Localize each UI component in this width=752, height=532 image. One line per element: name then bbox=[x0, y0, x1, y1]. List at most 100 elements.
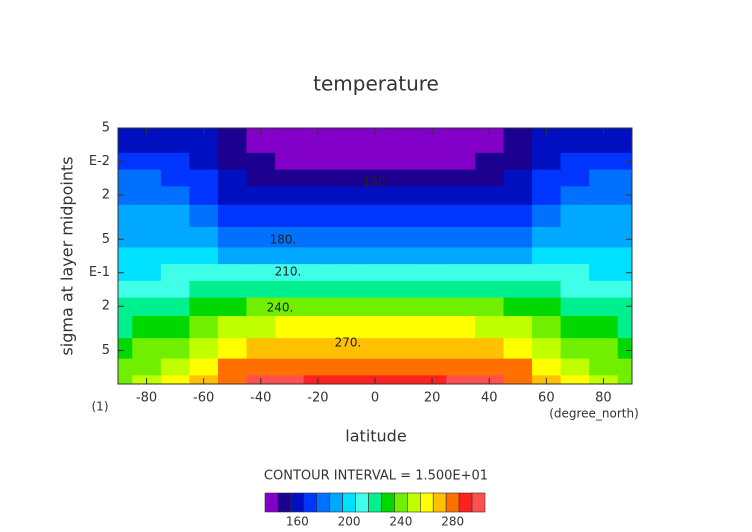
colorbar-tick-label: 240 bbox=[389, 515, 412, 529]
colorbar-tick-label: 200 bbox=[338, 515, 361, 529]
contour-label: 270. bbox=[335, 336, 362, 350]
field-cell bbox=[474, 316, 504, 339]
field-cell bbox=[389, 128, 419, 137]
field-cell bbox=[474, 226, 504, 248]
field-cell bbox=[389, 316, 419, 339]
field-cell bbox=[503, 264, 533, 282]
field-cell bbox=[446, 226, 476, 248]
field-cell bbox=[532, 280, 562, 299]
field-cell bbox=[417, 358, 447, 376]
field-cell bbox=[446, 204, 476, 228]
field-cell bbox=[417, 136, 447, 154]
field-cell bbox=[132, 186, 162, 206]
x-tick-label: 60 bbox=[538, 391, 555, 406]
field-cell bbox=[589, 280, 619, 299]
field-cell bbox=[503, 226, 533, 248]
field-cell bbox=[360, 186, 390, 206]
field-cell bbox=[332, 226, 362, 248]
field-cell bbox=[589, 226, 619, 248]
field-cell bbox=[132, 358, 162, 376]
field-cell bbox=[275, 264, 305, 282]
field-cell bbox=[217, 186, 247, 206]
field-cell bbox=[503, 169, 533, 187]
field-cell bbox=[474, 247, 504, 265]
field-cell bbox=[617, 136, 633, 154]
field-cell bbox=[617, 204, 633, 228]
field-cell bbox=[532, 316, 562, 339]
field-cell bbox=[160, 280, 190, 299]
field-cell bbox=[589, 186, 619, 206]
field-cell bbox=[160, 316, 190, 339]
field-cell bbox=[360, 316, 390, 339]
field-cell bbox=[589, 136, 619, 154]
field-cell bbox=[160, 297, 190, 317]
field-cell bbox=[189, 358, 219, 376]
y-axis-label: sigma at layer midpoints bbox=[58, 156, 77, 355]
field-cell bbox=[617, 280, 633, 299]
field-cell bbox=[189, 226, 219, 248]
field-cell bbox=[275, 152, 305, 171]
field-cell bbox=[389, 280, 419, 299]
field-cell bbox=[532, 338, 562, 360]
field-cell bbox=[589, 204, 619, 228]
field-cell bbox=[532, 204, 562, 228]
field-cell bbox=[474, 338, 504, 360]
field-cell bbox=[474, 169, 504, 187]
field-cell bbox=[189, 338, 219, 360]
colorbar-cell bbox=[355, 492, 369, 513]
field-cell bbox=[389, 204, 419, 228]
field-cell bbox=[560, 128, 590, 137]
field-cell bbox=[246, 264, 276, 282]
x-tick-label: -40 bbox=[250, 391, 271, 406]
field-cell bbox=[360, 297, 390, 317]
field-cell bbox=[360, 204, 390, 228]
field-cell bbox=[217, 136, 247, 154]
field-cell bbox=[389, 186, 419, 206]
field-cell bbox=[275, 186, 305, 206]
field-cell bbox=[474, 204, 504, 228]
field-cell bbox=[160, 247, 190, 265]
field-cell bbox=[532, 186, 562, 206]
colorbar-cell bbox=[445, 492, 460, 513]
x-tick-label: -80 bbox=[136, 391, 157, 406]
field-cell bbox=[589, 169, 619, 187]
field-cell bbox=[503, 280, 533, 299]
field-cell bbox=[360, 264, 390, 282]
field-cell bbox=[217, 264, 247, 282]
field-cell bbox=[560, 226, 590, 248]
field-cell bbox=[503, 316, 533, 339]
field-cell bbox=[360, 136, 390, 154]
field-cell bbox=[617, 152, 633, 171]
field-cell bbox=[246, 186, 276, 206]
field-cell bbox=[275, 204, 305, 228]
field-cell bbox=[132, 316, 162, 339]
field-cell bbox=[474, 136, 504, 154]
field-cell bbox=[189, 297, 219, 317]
field-cell bbox=[360, 280, 390, 299]
field-cell bbox=[303, 316, 333, 339]
field-cell bbox=[389, 375, 419, 385]
field-cell bbox=[446, 136, 476, 154]
field-cell bbox=[118, 338, 133, 360]
field-cell bbox=[303, 204, 333, 228]
field-cell bbox=[503, 204, 533, 228]
colorbar-cell bbox=[432, 492, 447, 513]
field-cell bbox=[417, 280, 447, 299]
contour-label: 150. bbox=[363, 175, 390, 189]
field-cell bbox=[246, 297, 276, 317]
field-cell bbox=[503, 128, 533, 137]
field-cell bbox=[217, 316, 247, 339]
field-cell bbox=[417, 152, 447, 171]
field-cell bbox=[532, 358, 562, 376]
field-cell bbox=[560, 186, 590, 206]
overlay: -80 -60 -40 -20 0 20 40 60 80 5 E-2 2 5 E-1 2 5 150. 180.… bbox=[89, 121, 633, 529]
field-cell bbox=[246, 247, 276, 265]
field-cell bbox=[474, 297, 504, 317]
field-cell bbox=[217, 297, 247, 317]
field-cell bbox=[303, 338, 333, 360]
field-cell bbox=[275, 280, 305, 299]
field-cell bbox=[246, 152, 276, 171]
field-cell bbox=[332, 264, 362, 282]
field-cell bbox=[132, 169, 162, 187]
